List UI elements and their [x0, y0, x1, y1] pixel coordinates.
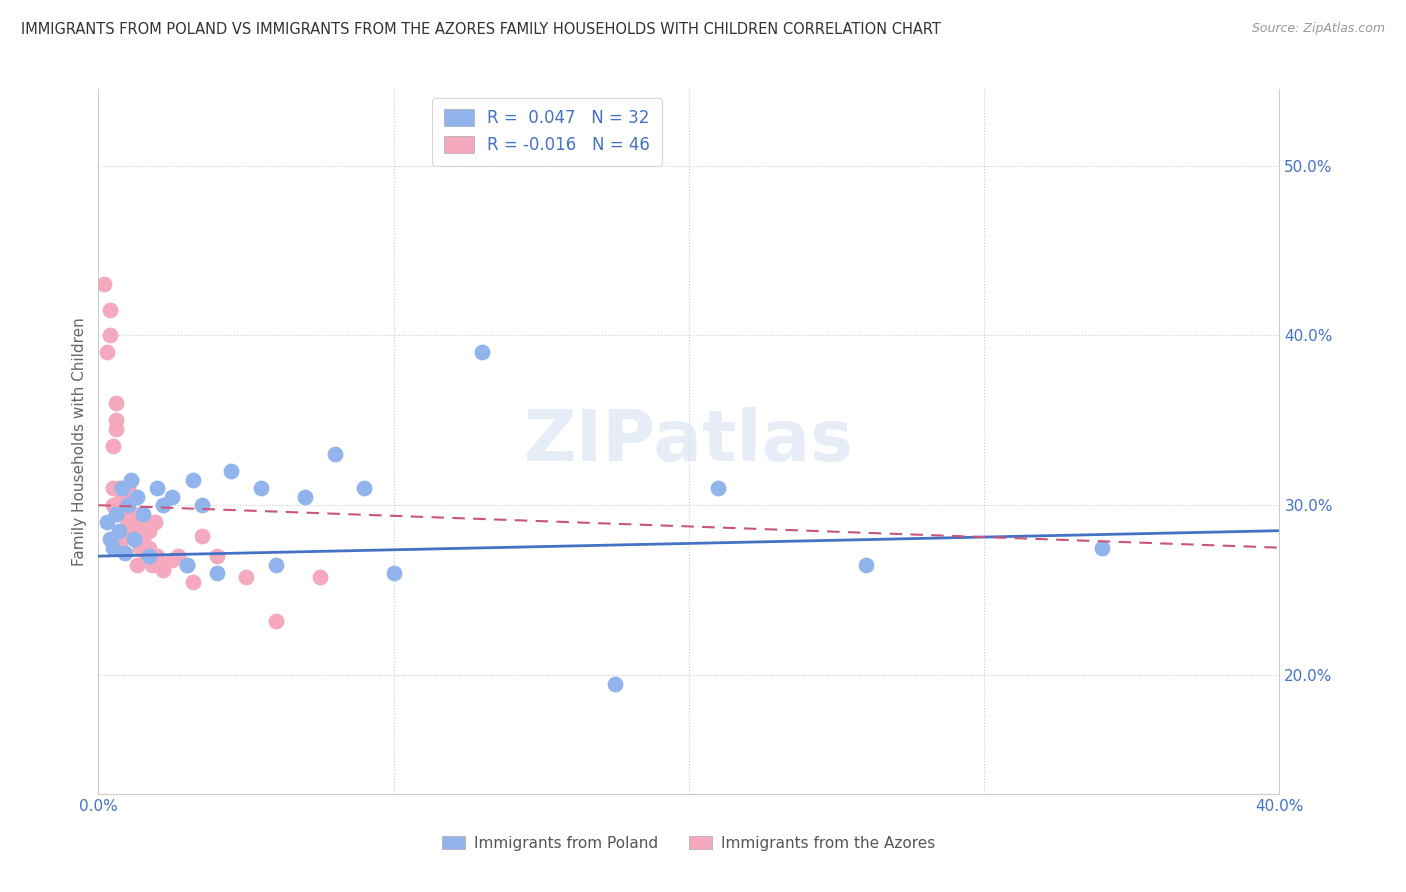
Point	[135, 549, 157, 563]
Point	[132, 515, 155, 529]
Point	[855, 558, 877, 572]
Point	[96, 515, 118, 529]
Point	[138, 524, 160, 538]
Point	[191, 529, 214, 543]
Point	[707, 481, 730, 495]
Point	[264, 614, 287, 628]
Point	[176, 558, 198, 572]
Point	[103, 439, 125, 453]
Point	[108, 481, 131, 495]
Point	[105, 413, 128, 427]
Text: IMMIGRANTS FROM POLAND VS IMMIGRANTS FROM THE AZORES FAMILY HOUSEHOLDS WITH CHIL: IMMIGRANTS FROM POLAND VS IMMIGRANTS FRO…	[21, 22, 941, 37]
Point	[471, 345, 494, 359]
Point	[132, 507, 155, 521]
Point	[125, 490, 148, 504]
Point	[382, 566, 405, 581]
Point	[162, 490, 183, 504]
Point	[103, 541, 125, 555]
Point	[105, 396, 128, 410]
Point	[114, 546, 136, 560]
Point	[105, 507, 128, 521]
Point	[122, 524, 145, 538]
Text: ZIPatlas: ZIPatlas	[524, 407, 853, 476]
Point	[117, 524, 139, 538]
Point	[181, 574, 204, 589]
Point	[141, 558, 163, 572]
Point	[135, 515, 157, 529]
Point	[98, 532, 121, 546]
Point	[235, 569, 257, 583]
Point	[167, 549, 190, 563]
Point	[152, 563, 174, 577]
Point	[176, 558, 198, 572]
Point	[221, 464, 243, 478]
Text: Source: ZipAtlas.com: Source: ZipAtlas.com	[1251, 22, 1385, 36]
Point	[117, 498, 139, 512]
Point	[120, 490, 142, 504]
Point	[125, 558, 148, 572]
Legend: Immigrants from Poland, Immigrants from the Azores: Immigrants from Poland, Immigrants from …	[436, 830, 942, 856]
Point	[143, 515, 166, 529]
Point	[353, 481, 375, 495]
Point	[103, 498, 125, 512]
Point	[120, 507, 142, 521]
Point	[114, 481, 136, 495]
Point	[132, 532, 155, 546]
Point	[146, 549, 169, 563]
Point	[114, 524, 136, 538]
Point	[605, 676, 627, 690]
Point	[162, 552, 183, 566]
Point	[205, 549, 228, 563]
Point	[117, 515, 139, 529]
Point	[146, 481, 169, 495]
Point	[111, 481, 134, 495]
Point	[108, 524, 131, 538]
Point	[111, 490, 134, 504]
Point	[264, 558, 287, 572]
Point	[122, 532, 145, 546]
Point	[138, 541, 160, 555]
Point	[93, 277, 115, 292]
Point	[250, 481, 273, 495]
Point	[181, 473, 204, 487]
Point	[98, 302, 121, 317]
Point	[294, 490, 316, 504]
Point	[117, 481, 139, 495]
Point	[125, 532, 148, 546]
Point	[103, 481, 125, 495]
Point	[105, 422, 128, 436]
Point	[108, 507, 131, 521]
Point	[128, 507, 150, 521]
Point	[120, 473, 142, 487]
Point	[149, 558, 172, 572]
Point	[1091, 541, 1114, 555]
Point	[111, 532, 134, 546]
Point	[98, 328, 121, 343]
Point	[128, 541, 150, 555]
Point	[152, 498, 174, 512]
Point	[323, 447, 346, 461]
Point	[191, 498, 214, 512]
Point	[96, 345, 118, 359]
Point	[205, 566, 228, 581]
Y-axis label: Family Households with Children: Family Households with Children	[72, 318, 87, 566]
Point	[309, 569, 332, 583]
Point	[138, 549, 160, 563]
